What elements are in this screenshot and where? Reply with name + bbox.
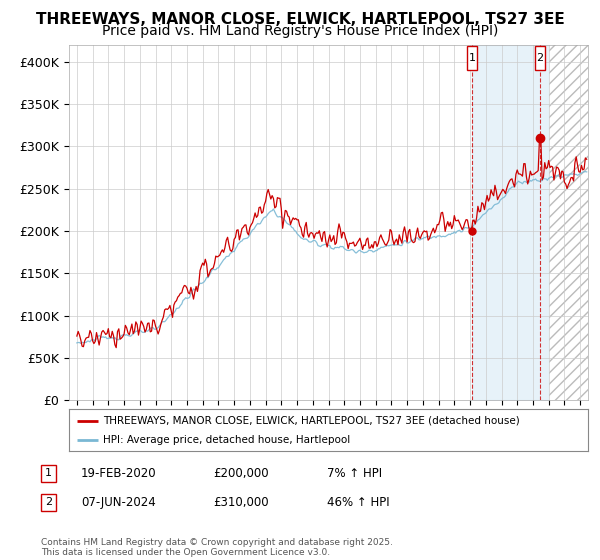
Text: 46% ↑ HPI: 46% ↑ HPI bbox=[327, 496, 389, 509]
Text: £310,000: £310,000 bbox=[213, 496, 269, 509]
Text: Contains HM Land Registry data © Crown copyright and database right 2025.
This d: Contains HM Land Registry data © Crown c… bbox=[41, 538, 392, 557]
Text: Price paid vs. HM Land Registry's House Price Index (HPI): Price paid vs. HM Land Registry's House … bbox=[102, 24, 498, 38]
Text: THREEWAYS, MANOR CLOSE, ELWICK, HARTLEPOOL, TS27 3EE: THREEWAYS, MANOR CLOSE, ELWICK, HARTLEPO… bbox=[35, 12, 565, 27]
Text: HPI: Average price, detached house, Hartlepool: HPI: Average price, detached house, Hart… bbox=[103, 435, 350, 445]
Text: 2: 2 bbox=[536, 53, 544, 63]
Text: 1: 1 bbox=[469, 53, 475, 63]
Bar bbox=[467, 46, 476, 70]
Bar bbox=[535, 46, 545, 70]
Text: £200,000: £200,000 bbox=[213, 466, 269, 480]
Text: 07-JUN-2024: 07-JUN-2024 bbox=[81, 496, 156, 509]
Text: THREEWAYS, MANOR CLOSE, ELWICK, HARTLEPOOL, TS27 3EE (detached house): THREEWAYS, MANOR CLOSE, ELWICK, HARTLEPO… bbox=[103, 416, 520, 426]
Text: 7% ↑ HPI: 7% ↑ HPI bbox=[327, 466, 382, 480]
Text: 1: 1 bbox=[45, 468, 52, 478]
Text: 19-FEB-2020: 19-FEB-2020 bbox=[81, 466, 157, 480]
Text: 2: 2 bbox=[45, 497, 52, 507]
